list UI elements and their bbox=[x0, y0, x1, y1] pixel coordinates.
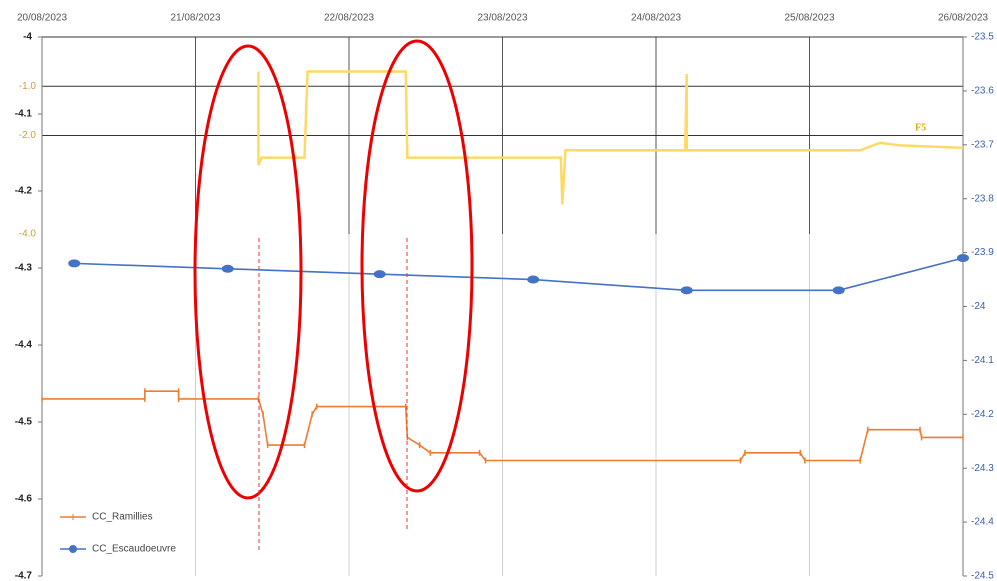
marker bbox=[680, 286, 693, 295]
y2-tick-label: -24.3 bbox=[971, 463, 994, 474]
marker bbox=[832, 286, 845, 295]
marker bbox=[373, 270, 386, 279]
y-tick-label: -4.4 bbox=[15, 340, 33, 351]
highlight-ellipse bbox=[360, 39, 474, 493]
legend-label: CC_Escaudoeuvre bbox=[92, 544, 176, 555]
y-tick-label: -4.6 bbox=[15, 494, 33, 505]
y2-tick-label: -23.7 bbox=[971, 139, 994, 150]
x-tick-label: 26/08/2023 bbox=[938, 13, 988, 24]
y2-tick-label: -24.2 bbox=[971, 409, 994, 420]
x-tick-label: 20/08/2023 bbox=[17, 13, 67, 24]
y2-tick-label: -24.1 bbox=[971, 355, 994, 366]
y-tick-label: -4.2 bbox=[15, 186, 33, 197]
y-tick-label: -4.1 bbox=[15, 109, 33, 120]
y2-tick-label: -24 bbox=[971, 301, 986, 312]
y3-tick-label: -2.0 bbox=[19, 130, 37, 141]
highlight-ellipse bbox=[193, 44, 303, 500]
y2-tick-label: -23.8 bbox=[971, 193, 994, 204]
series-line bbox=[257, 70, 964, 205]
y-tick-label: -4 bbox=[23, 32, 32, 43]
marker bbox=[957, 253, 969, 262]
y-tick-label: -4.5 bbox=[15, 417, 33, 428]
annotation: F5 bbox=[915, 122, 926, 133]
y3-tick-label: -1.0 bbox=[19, 81, 37, 92]
y-tick-label: -4.7 bbox=[15, 571, 33, 581]
y3-tick-label: -4.0 bbox=[19, 229, 37, 240]
x-tick-label: 22/08/2023 bbox=[324, 13, 374, 24]
marker bbox=[68, 259, 81, 268]
y-tick-label: -4.3 bbox=[15, 263, 33, 274]
marker bbox=[527, 275, 540, 284]
y2-tick-label: -23.5 bbox=[971, 32, 994, 43]
y2-tick-label: -23.6 bbox=[971, 86, 994, 97]
x-tick-label: 23/08/2023 bbox=[477, 13, 527, 24]
x-tick-label: 24/08/2023 bbox=[631, 13, 681, 24]
y2-tick-label: -23.9 bbox=[971, 247, 994, 258]
y2-tick-label: -24.4 bbox=[971, 517, 994, 528]
series-line bbox=[42, 390, 963, 462]
marker bbox=[221, 264, 234, 273]
x-tick-label: 21/08/2023 bbox=[170, 13, 220, 24]
legend-label: CC_Ramillies bbox=[92, 512, 153, 523]
legend-marker bbox=[69, 545, 77, 553]
y2-tick-label: -24.5 bbox=[971, 571, 994, 581]
x-tick-label: 25/08/2023 bbox=[784, 13, 834, 24]
